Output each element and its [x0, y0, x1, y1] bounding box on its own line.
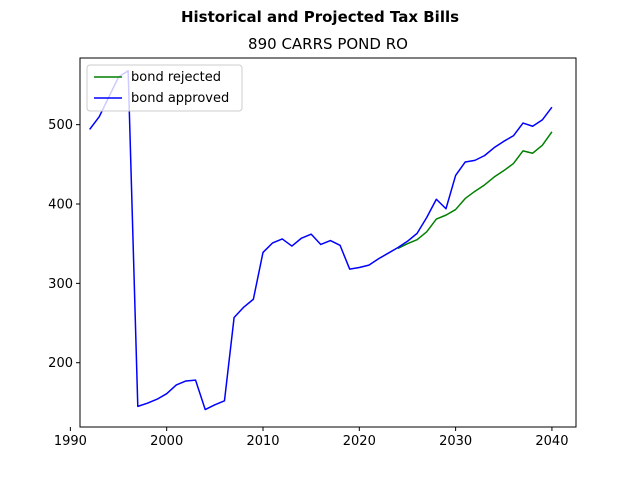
chart-title: 890 CARRS POND RO	[248, 35, 408, 53]
y-tick-label: 400	[48, 198, 73, 213]
series-line-bond-rejected	[397, 131, 553, 250]
series-layer	[89, 69, 553, 411]
x-tick-label: 2000	[150, 434, 183, 449]
y-tick-label: 500	[48, 118, 73, 133]
x-tick-label: 2010	[246, 434, 279, 449]
axis-ticks: 1990 2000 2010 2020 2030 2040 200 300 400 500	[48, 118, 568, 449]
x-tick-label: 2020	[343, 434, 376, 449]
plot-frame	[79, 57, 577, 428]
y-tick-label: 200	[48, 356, 73, 371]
legend: bond rejected bond approved	[86, 64, 243, 112]
legend-label-bond-rejected: bond rejected	[131, 70, 221, 85]
chart-suptitle: Historical and Projected Tax Bills	[181, 8, 459, 26]
legend-box	[86, 64, 243, 112]
x-tick-label: 2040	[535, 434, 568, 449]
x-tick-label: 2030	[439, 434, 472, 449]
legend-label-bond-approved: bond approved	[131, 91, 229, 106]
series-line-bond-approved	[89, 69, 553, 411]
x-tick-label: 1990	[54, 434, 87, 449]
y-tick-label: 300	[48, 277, 73, 292]
